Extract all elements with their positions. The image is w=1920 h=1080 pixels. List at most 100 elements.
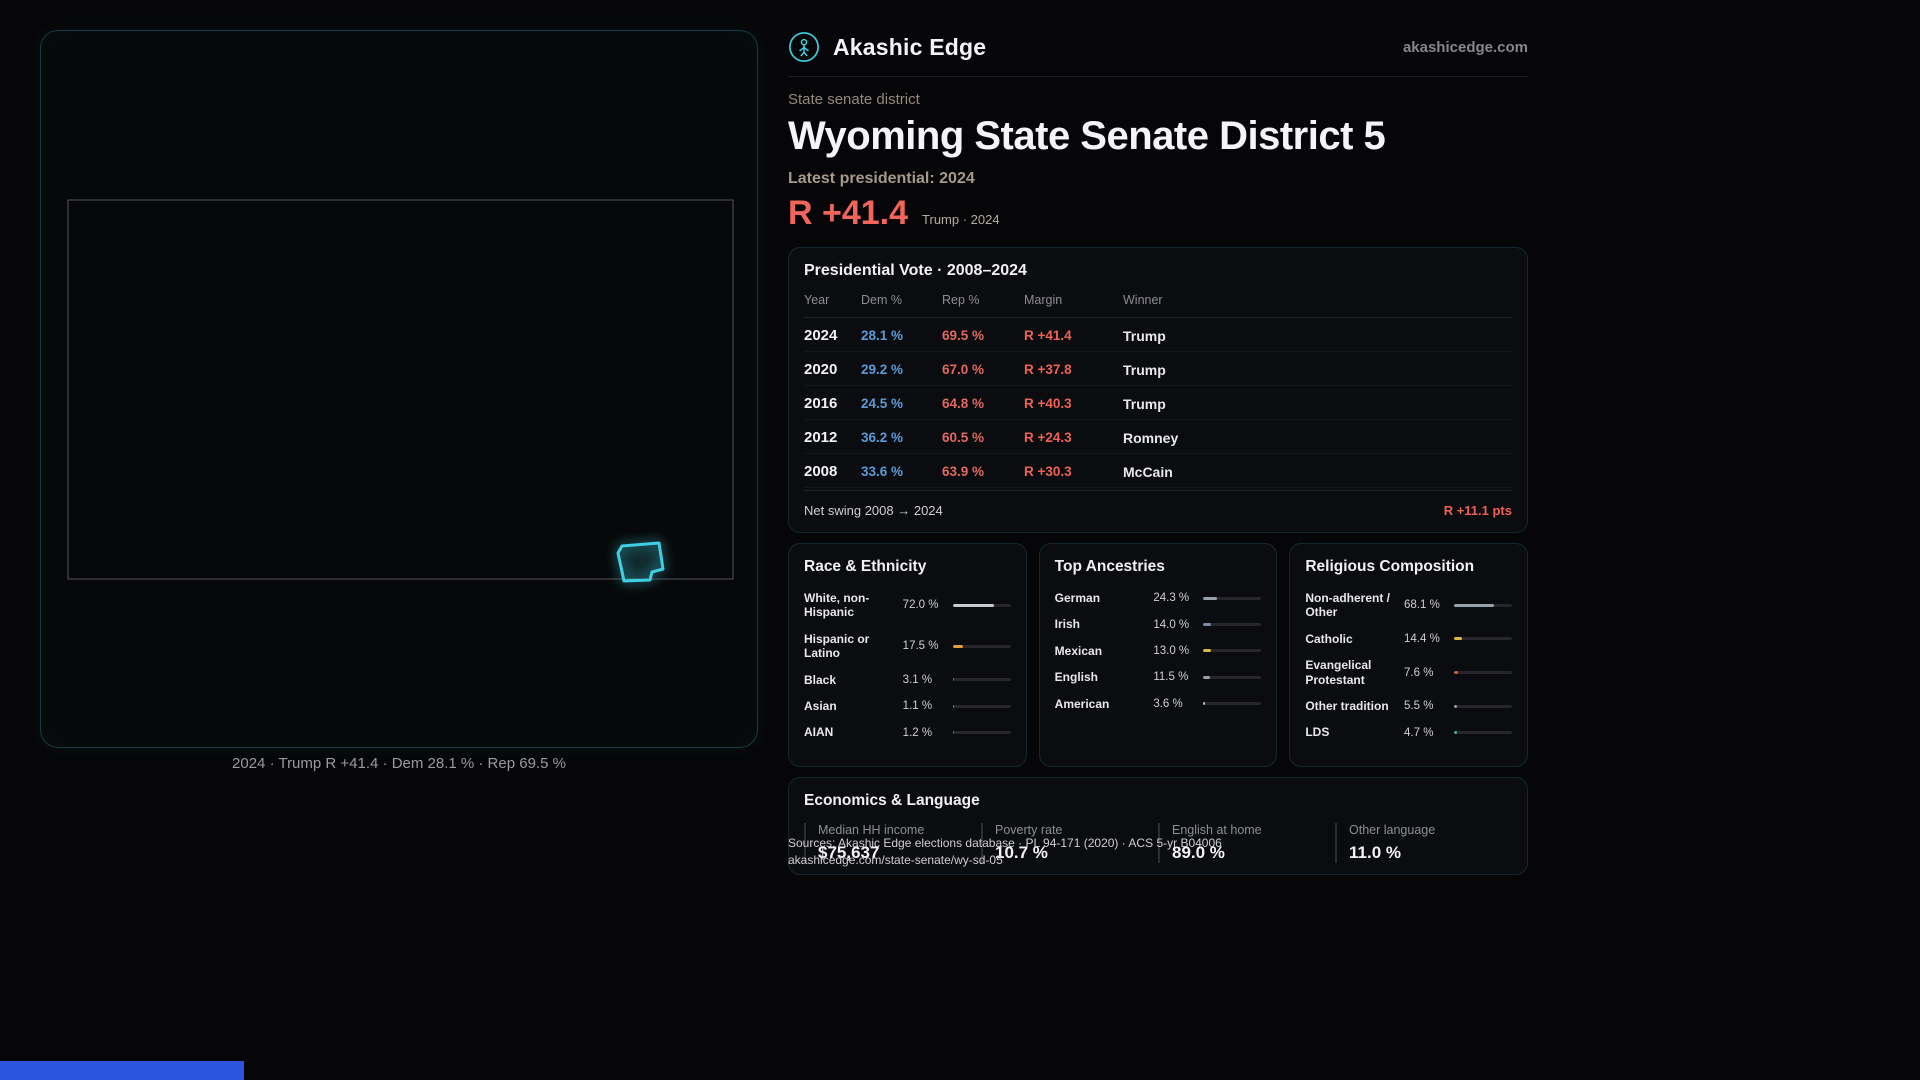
district-map-panel <box>40 30 758 748</box>
stat-label: Poverty rate <box>995 823 1063 837</box>
year-cell: 2024 <box>804 327 838 344</box>
margin-cell: R +40.3 <box>1024 396 1072 411</box>
state-boundary-outline <box>67 199 734 580</box>
col-margin: Margin <box>1024 293 1063 307</box>
presidential-table-header: Year Dem % Rep % Margin Winner <box>804 280 1512 318</box>
presidential-vote-card: Presidential Vote · 2008–2024 Year Dem %… <box>788 247 1528 533</box>
stat-label: Median HH income <box>818 823 925 837</box>
stat-bar <box>1454 671 1513 675</box>
stat-value: 72.0 % <box>902 599 939 612</box>
margin-cell: R +37.8 <box>1024 362 1072 377</box>
presidential-card-title: Presidential Vote · 2008–2024 <box>804 262 1027 279</box>
stat-median-income: Median HH income $75,637 <box>804 823 981 863</box>
net-swing-row: Net swing 2008 → 2024 R +11.1 pts <box>804 490 1512 518</box>
stat-label: Catholic <box>1305 631 1353 646</box>
stat-value: 3.1 % <box>902 673 933 686</box>
dem-cell: 33.6 % <box>861 464 904 479</box>
dem-cell: 29.2 % <box>861 362 904 377</box>
stat-row: AIAN 1.2 % <box>804 725 1011 739</box>
stat-row: Hispanic or Latino 17.5 % <box>804 632 1011 661</box>
table-row: 2016 24.5 % 64.8 % R +40.3 Trump <box>804 386 1512 420</box>
table-row: 2020 29.2 % 67.0 % R +37.8 Trump <box>804 352 1512 386</box>
brand-home-link[interactable]: Akashic Edge <box>788 31 986 63</box>
col-winner: Winner <box>1123 293 1163 307</box>
economics-stats-row: Median HH income $75,637 Poverty rate 10… <box>804 823 1512 863</box>
stat-bar <box>1454 603 1513 607</box>
stat-value: 5.5 % <box>1404 700 1434 713</box>
winner-cell: Trump <box>1123 395 1166 412</box>
stat-row: Catholic 14.4 % <box>1305 631 1513 646</box>
stat-label: Non-adherent / Other <box>1305 591 1391 620</box>
headline-margin-value: R +41.4 <box>788 194 909 232</box>
col-dem: Dem % <box>861 293 902 307</box>
stat-other-language: Other language 11.0 % <box>1335 823 1512 863</box>
map-caption: 2024 · Trump R +41.4 · Dem 28.1 % · Rep … <box>232 755 566 772</box>
stat-value: 89.0 % <box>1172 843 1225 862</box>
page-footer: Sources: Akashic Edge elections database… <box>788 835 1528 869</box>
stat-value: 11.0 % <box>1349 843 1401 862</box>
district-type-label: State senate district <box>788 91 920 108</box>
rep-cell: 60.5 % <box>942 430 985 445</box>
stat-bar <box>1203 675 1262 679</box>
header-divider <box>788 76 1528 77</box>
stat-label: Hispanic or Latino <box>804 631 870 661</box>
site-domain-link[interactable]: akashicedge.com <box>1402 38 1528 56</box>
stat-label: White, non-Hispanic <box>804 591 870 620</box>
permalink[interactable]: akashicedge.com/state-senate/wy-sd-05 <box>788 853 1003 867</box>
stat-value: 17.5 % <box>902 640 939 653</box>
stat-bar <box>952 644 1011 648</box>
stat-row: Mexican 13.0 % <box>1055 644 1262 658</box>
stat-label: Other language <box>1349 823 1436 837</box>
stat-label: Mexican <box>1054 643 1103 658</box>
year-cell: 2012 <box>804 429 838 446</box>
bottom-blue-strip <box>0 1061 244 1080</box>
page-title: Wyoming State Senate District 5 <box>788 114 1386 158</box>
margin-cell: R +41.4 <box>1024 328 1072 343</box>
site-header: Akashic Edge akashicedge.com <box>788 30 1528 64</box>
rep-cell: 67.0 % <box>942 362 985 377</box>
brand-name: Akashic Edge <box>833 33 987 60</box>
content-column: Akashic Edge akashicedge.com State senat… <box>788 30 1529 875</box>
stat-label: American <box>1054 696 1110 711</box>
stat-row: Evangelical Protestant 7.6 % <box>1305 658 1513 687</box>
stat-value: 13.0 % <box>1153 644 1190 657</box>
stat-bar <box>952 704 1011 708</box>
stat-english-at-home: English at home 89.0 % <box>1158 823 1335 863</box>
net-swing-label: Net swing 2008 → 2024 <box>804 503 943 518</box>
year-cell: 2016 <box>804 395 838 412</box>
dem-cell: 36.2 % <box>861 430 904 445</box>
stat-value: 14.4 % <box>1404 632 1440 645</box>
religious-composition-card: Religious Composition Non-adherent / Oth… <box>1289 543 1529 767</box>
headline-margin-context: Trump · 2024 <box>922 212 1000 227</box>
stat-value: 11.5 % <box>1153 671 1189 684</box>
table-row: 2008 33.6 % 63.9 % R +30.3 McCain <box>804 454 1512 488</box>
stat-value: 1.1 % <box>902 700 933 713</box>
stat-row: LDS 4.7 % <box>1305 725 1513 740</box>
stat-label: LDS <box>1305 725 1330 740</box>
economics-language-card: Economics & Language Median HH income $7… <box>788 777 1528 875</box>
stat-value: 7.6 % <box>1404 666 1434 679</box>
rep-cell: 69.5 % <box>942 328 985 343</box>
col-rep: Rep % <box>942 293 980 307</box>
card-title: Top Ancestries <box>1054 558 1165 575</box>
stat-value: 3.6 % <box>1153 697 1183 710</box>
rep-cell: 63.9 % <box>942 464 985 479</box>
stat-bar <box>952 678 1011 682</box>
stat-bar <box>1454 637 1513 641</box>
stat-bar <box>1203 649 1262 653</box>
stat-row: Black 3.1 % <box>804 673 1011 687</box>
stat-value: 4.7 % <box>1404 726 1434 739</box>
demographics-row: Race & Ethnicity White, non-Hispanic 72.… <box>788 543 1529 767</box>
card-title: Religious Composition <box>1305 558 1475 575</box>
stat-bar <box>1454 731 1513 735</box>
stat-value: 68.1 % <box>1404 599 1440 612</box>
dem-cell: 28.1 % <box>861 328 904 343</box>
district-5-shape[interactable] <box>616 541 665 583</box>
headline-margin-block: R +41.4 Trump · 2024 <box>788 194 1528 233</box>
stat-label: Asian <box>804 698 837 713</box>
col-year: Year <box>804 293 830 307</box>
margin-cell: R +24.3 <box>1024 430 1072 445</box>
top-ancestries-card: Top Ancestries German 24.3 % Irish 14.0 … <box>1038 543 1278 767</box>
net-swing-value: R +11.1 pts <box>1443 503 1512 518</box>
stat-label: English at home <box>1172 823 1262 837</box>
